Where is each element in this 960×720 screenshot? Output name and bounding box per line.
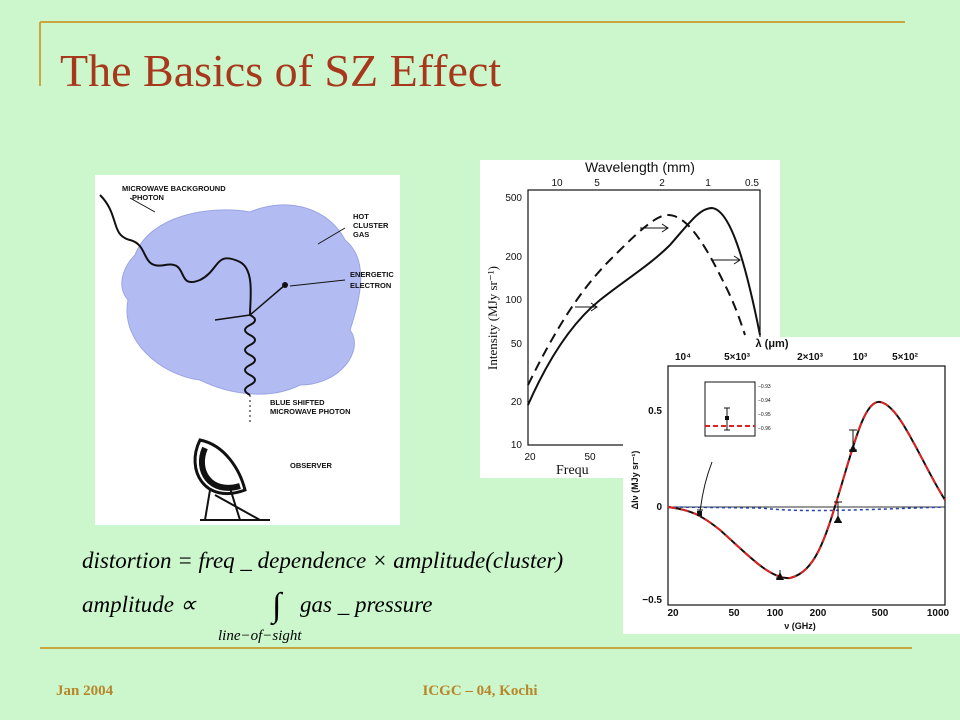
tick-label: 10 (551, 178, 563, 189)
tick-label: 5 (594, 178, 600, 189)
tick-label: 100 (767, 608, 784, 619)
data-point (776, 572, 784, 580)
sz-model-curve (667, 401, 946, 580)
diagram-label: OBSERVER (290, 461, 333, 470)
inset-tick-label: −0.95 (758, 412, 771, 418)
tick-label: 10³ (853, 352, 868, 363)
photon-path (99, 194, 252, 316)
tick-label: 1000 (927, 608, 950, 619)
inset (704, 381, 756, 437)
tick-label: 1 (705, 178, 711, 189)
diagram-label: ENERGETIC (350, 270, 394, 279)
tick-label: 50 (584, 452, 596, 463)
tick-label: 20 (524, 452, 536, 463)
equation-line: amplitude ∝ (82, 592, 197, 617)
sz-spectrum-plot (623, 337, 960, 634)
data-point (697, 511, 702, 516)
tick-label: 500 (872, 608, 889, 619)
slide-title: The Basics of SZ Effect (60, 45, 501, 96)
diagram-label: CLUSTER (353, 221, 389, 230)
inset-point (725, 416, 729, 420)
electron-scatter (214, 314, 251, 321)
plot2-frame (667, 365, 946, 606)
footer-event: ICGC – 04, Kochi (422, 683, 537, 699)
inset-tick-label: −0.93 (758, 384, 771, 390)
tick-label: 0 (656, 502, 662, 513)
equation-integrand: gas _ pressure (300, 592, 432, 617)
tick-label: 10 (511, 440, 523, 451)
data-point (834, 515, 842, 523)
electron (282, 282, 288, 288)
diagram-label: PHOTON (132, 193, 164, 202)
tick-label: 20 (511, 397, 523, 408)
tick-label: 50 (728, 608, 740, 619)
diagram-label: MICROWAVE PHOTON (270, 407, 351, 416)
tick-label: 20 (667, 608, 679, 619)
electron-track (249, 284, 286, 316)
shift-arrows (575, 223, 741, 312)
equation-line: distortion = freq _ dependence × amplitu… (82, 548, 563, 573)
tick-label: −0.5 (642, 595, 662, 606)
tick-label: 0.5 (745, 178, 759, 189)
blue-shifted-photon (244, 314, 256, 396)
inset-tick-label: −0.94 (758, 398, 771, 404)
diagram-label: MICROWAVE BACKGROUND (122, 184, 226, 193)
dish-mount (200, 487, 270, 521)
diagram-label: BLUE SHIFTED (270, 398, 325, 407)
tick-label: 50 (511, 339, 523, 350)
tick-label: 10⁴ (675, 352, 691, 363)
pointer (317, 227, 346, 245)
axis-title: Wavelength (mm) (585, 159, 695, 175)
tick-label: 2 (659, 178, 665, 189)
equation-subscript: line−of−sight (218, 628, 302, 644)
cluster-gas (121, 204, 362, 395)
tick-label: 0.5 (648, 406, 662, 417)
tick-label: 5×10³ (724, 352, 751, 363)
axis-title: λ (μm) (755, 338, 788, 350)
kinetic-curve (667, 506, 946, 512)
axis-title: Frequ (556, 463, 589, 478)
axis-title: Intensity (MJy sr⁻¹) (485, 266, 500, 370)
axis-title: ΔIν (MJy sr⁻¹) (630, 451, 640, 510)
tick-label: 100 (505, 295, 522, 306)
inset-tick-label: −0.96 (758, 426, 771, 432)
footer-date: Jan 2004 (56, 683, 114, 699)
diagram-label: GAS (353, 230, 369, 239)
data-point (849, 444, 857, 452)
pointer (289, 279, 346, 287)
axis-title: ν (GHz) (784, 621, 816, 631)
tick-label: 2×10³ (797, 352, 824, 363)
tick-label: 200 (505, 252, 522, 263)
tick-label: 500 (505, 193, 522, 204)
integral-sign: ∫ (270, 587, 284, 626)
diagram-label: HOT (353, 212, 369, 221)
sz-diagram (95, 175, 400, 525)
distorted-curve (527, 213, 746, 386)
diagram-label: ELECTRON (350, 281, 391, 290)
inset-pointer (699, 461, 713, 513)
dish-rim (198, 446, 241, 491)
tick-label: 200 (810, 608, 827, 619)
tick-label: 5×10² (892, 352, 919, 363)
plot2-bg (623, 337, 960, 634)
planck-curve (527, 206, 761, 406)
pointer (129, 197, 156, 213)
